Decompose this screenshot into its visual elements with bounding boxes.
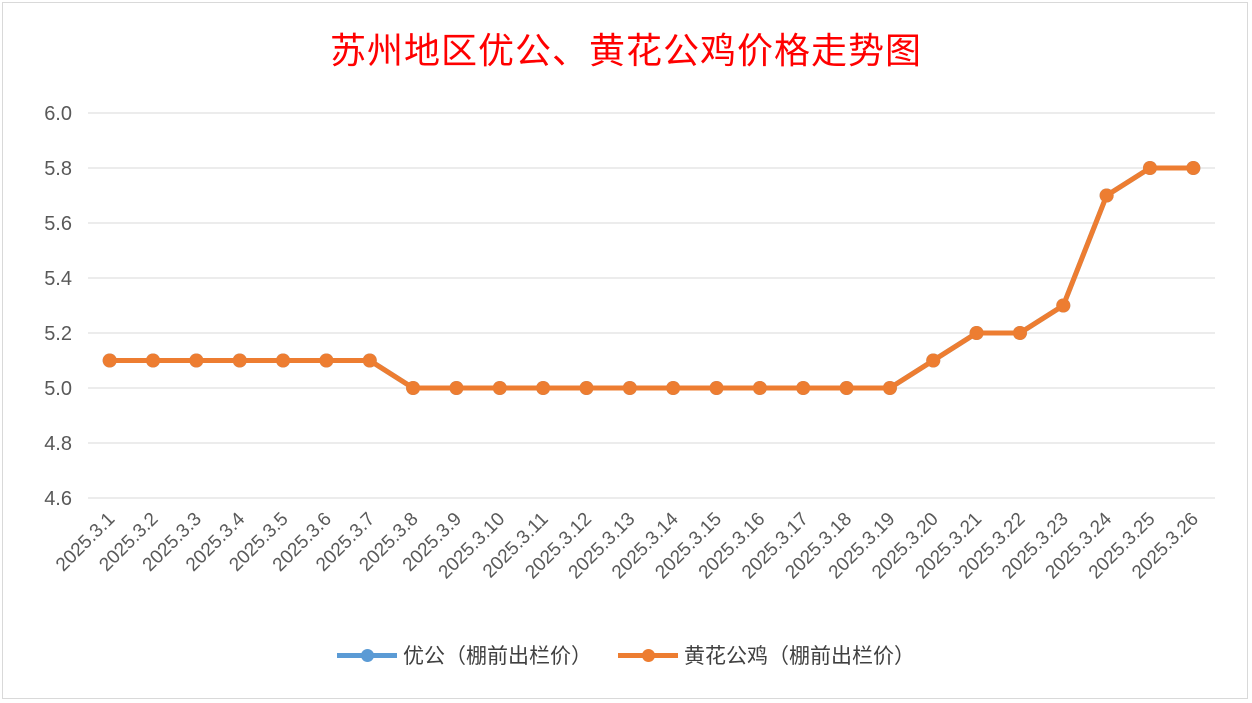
y-tick-label: 5.2 <box>44 323 72 345</box>
data-point[interactable] <box>146 353 161 368</box>
data-point[interactable] <box>882 381 897 395</box>
data-point[interactable] <box>1056 298 1071 313</box>
data-point[interactable] <box>926 353 941 368</box>
data-point[interactable] <box>1186 161 1201 175</box>
legend: 优公（棚前出栏价） 黄花公鸡（棚前出栏价） <box>0 640 1252 670</box>
data-point[interactable] <box>406 381 421 395</box>
data-point[interactable] <box>362 353 377 368</box>
legend-label-series-1: 优公（棚前出栏价） <box>403 644 592 668</box>
y-tick-label: 5.6 <box>44 213 72 235</box>
legend-marker-series-1 <box>337 645 397 665</box>
data-point[interactable] <box>102 353 117 368</box>
data-point[interactable] <box>319 353 334 368</box>
y-tick-label: 4.8 <box>44 433 72 455</box>
y-tick-label: 5.8 <box>44 158 72 180</box>
series-line-2 <box>107 165 1196 391</box>
data-point[interactable] <box>752 381 767 395</box>
gridlines <box>88 112 1215 499</box>
y-tick-label: 6.0 <box>44 103 72 125</box>
data-point[interactable] <box>969 326 984 340</box>
data-point[interactable] <box>666 381 681 395</box>
series-layer <box>102 161 1201 395</box>
data-point[interactable] <box>232 353 247 368</box>
data-point[interactable] <box>1099 188 1114 203</box>
data-point[interactable] <box>709 381 724 395</box>
data-point[interactable] <box>622 381 637 395</box>
chart-title: 苏州地区优公、黄花公鸡价格走势图 <box>329 31 922 72</box>
y-axis-ticks: 6.0 5.8 5.6 5.4 5.2 5.0 4.8 4.6 <box>44 103 72 510</box>
data-point[interactable] <box>1142 161 1157 175</box>
data-point[interactable] <box>492 381 507 395</box>
y-tick-label: 5.0 <box>44 378 72 400</box>
data-point[interactable] <box>276 353 291 368</box>
data-point[interactable] <box>839 381 854 395</box>
data-point[interactable] <box>189 353 204 368</box>
data-point[interactable] <box>1012 326 1027 340</box>
legend-marker-series-2 <box>618 645 678 665</box>
legend-label-series-2: 黄花公鸡（棚前出栏价） <box>684 644 915 668</box>
legend-item-series-1[interactable]: 优公（棚前出栏价） <box>337 640 592 670</box>
y-tick-label: 4.6 <box>44 488 72 510</box>
data-point[interactable] <box>796 381 811 395</box>
data-point[interactable] <box>449 381 464 395</box>
data-point[interactable] <box>536 381 551 395</box>
legend-item-series-2[interactable]: 黄花公鸡（棚前出栏价） <box>618 640 915 670</box>
x-axis-ticks: 2025.3.12025.3.22025.3.32025.3.42025.3.5… <box>52 508 1203 583</box>
y-tick-label: 5.4 <box>44 268 72 290</box>
data-point[interactable] <box>579 381 594 395</box>
